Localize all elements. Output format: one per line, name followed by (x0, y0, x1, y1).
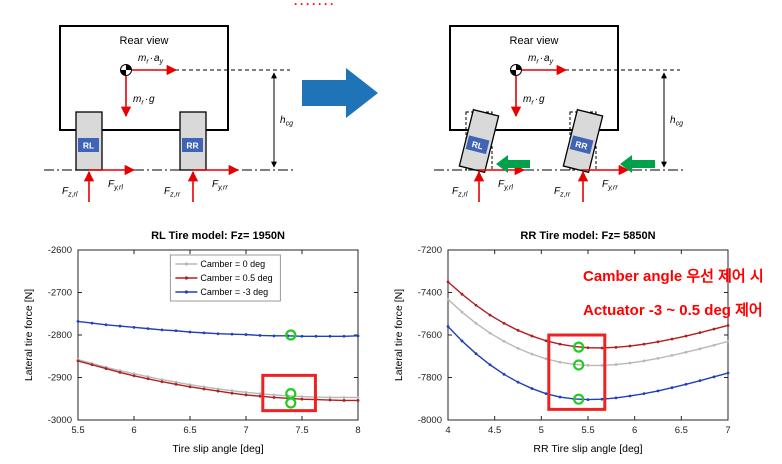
x-tick-label: 7 (243, 425, 248, 436)
mass-gravity-label: mr·g (133, 94, 155, 107)
hcg-label: hcg (670, 115, 683, 128)
fz-rl-label: Fz,rl (62, 186, 78, 199)
transition-arrow (302, 68, 378, 118)
rl-badge-label: RL (471, 139, 484, 151)
fy-rl-label: Fy,rl (108, 179, 123, 192)
fy-rr-label: Fy,rr (602, 179, 618, 192)
highlight-circle (573, 393, 585, 405)
x-tick-label: 6 (131, 425, 136, 436)
cg-symbol-quadrant (120, 70, 126, 76)
highlight-circle (573, 359, 585, 371)
rear-view-diagram-after: Rear view RL RR mr·ay mr·g Fz,rl Fy,rl F (434, 25, 684, 202)
x-tick-label: 6 (632, 425, 637, 436)
fz-rr-label: Fz,rr (554, 186, 571, 199)
x-tick-label: 5.5 (71, 425, 84, 436)
cg-symbol-quadrant (510, 70, 516, 76)
camber-annotation: Camber angle 우선 제어 시 Actuator -3 ~ 0.5 d… (583, 260, 764, 328)
y-tick-label: -7200 (418, 245, 442, 256)
cg-symbol-quadrant (126, 64, 132, 70)
legend-item-label: Camber = 0.5 deg (200, 273, 272, 283)
mass-lateral-label: mr·ay (138, 53, 164, 66)
fz-rr-label: Fz,rr (164, 186, 181, 199)
right-arrow-icon (302, 68, 378, 118)
rl-tire-chart: 5.5 6 6.5 7 7.5 8 -3000 -2900 -2800 -2700 -2600 RL … (23, 230, 361, 455)
y-tick-label: -2700 (48, 288, 72, 299)
actuator-arrow-rr (620, 155, 655, 173)
x-tick-label: 5.5 (581, 425, 594, 436)
highlight-circle (285, 397, 297, 409)
highlight-box (547, 333, 607, 411)
highlight-box (261, 373, 317, 413)
diagram-title: Rear view (510, 35, 559, 47)
legend-item-label: Camber = -3 deg (200, 287, 268, 297)
mass-lateral-label: mr·ay (528, 53, 554, 66)
y-tick-label: -7400 (418, 288, 442, 299)
rr-tire-cambered: RR (562, 108, 604, 174)
y-tick-label: -8000 (418, 415, 442, 426)
x-tick-label: 7 (725, 425, 730, 436)
y-tick-label: -2600 (48, 245, 72, 256)
diagram-title: Rear view (120, 35, 169, 47)
rr-tire-chart: 4 4.5 5 5.5 6 6.5 7 -8000 -7800 -7600 -7400 -7200 RR… (393, 230, 731, 455)
mass-gravity-label: mr·g (523, 94, 545, 107)
rl-badge-label: RL (83, 141, 94, 151)
x-tick-label: 8 (355, 425, 360, 436)
x-axis-label: RR Tire slip angle [deg] (533, 443, 642, 455)
red-dotted-marker: ······· (294, 0, 336, 11)
rr-badge-label: RR (574, 139, 588, 152)
y-tick-label: -2800 (48, 330, 72, 341)
rr-badge (182, 138, 203, 152)
actuator-arrow-rl (496, 155, 530, 173)
annotation-line-1: Camber angle 우선 제어 시 (583, 268, 764, 285)
hcg-label: hcg (280, 115, 293, 128)
annotation-line-2: Actuator -3 ~ 0.5 deg 제어 (583, 302, 763, 319)
legend-item-label: Camber = 0 deg (200, 259, 265, 269)
fz-rl-label: Fz,rl (452, 186, 468, 199)
y-axis-label: Lateral tire force [N] (393, 289, 405, 381)
x-tick-label: 7.5 (295, 425, 308, 436)
x-tick-label: 6.5 (675, 425, 688, 436)
y-tick-label: -7600 (418, 330, 442, 341)
chart-title: RL Tire model: Fz= 1950N (151, 230, 285, 242)
fy-rl-label: Fy,rl (498, 179, 513, 192)
x-tick-label: 4 (445, 425, 450, 436)
rear-view-diagram-before: Rear view RL RR mr·ay mr·g Fz,rl Fy,rl F… (44, 25, 294, 202)
rl-badge (78, 138, 99, 152)
highlight-circle (285, 329, 297, 341)
x-tick-label: 4.5 (488, 425, 501, 436)
highlight-circle (573, 341, 585, 353)
x-tick-label: 5 (539, 425, 544, 436)
rl-tire-cambered: RL (458, 108, 500, 174)
y-tick-label: -2900 (48, 373, 72, 384)
x-axis-label: Tire slip angle [deg] (172, 443, 263, 455)
rl-badge (465, 135, 490, 155)
y-tick-label: -7800 (418, 373, 442, 384)
cg-symbol-quadrant (516, 64, 522, 70)
y-axis-label: Lateral tire force [N] (23, 289, 35, 381)
rr-badge-label: RR (186, 141, 198, 151)
fy-rr-label: Fy,rr (212, 179, 228, 192)
chart-title: RR Tire model: Fz= 5850N (520, 230, 655, 242)
x-tick-label: 6.5 (183, 425, 196, 436)
rr-badge (569, 135, 594, 155)
y-tick-label: -3000 (48, 415, 72, 426)
